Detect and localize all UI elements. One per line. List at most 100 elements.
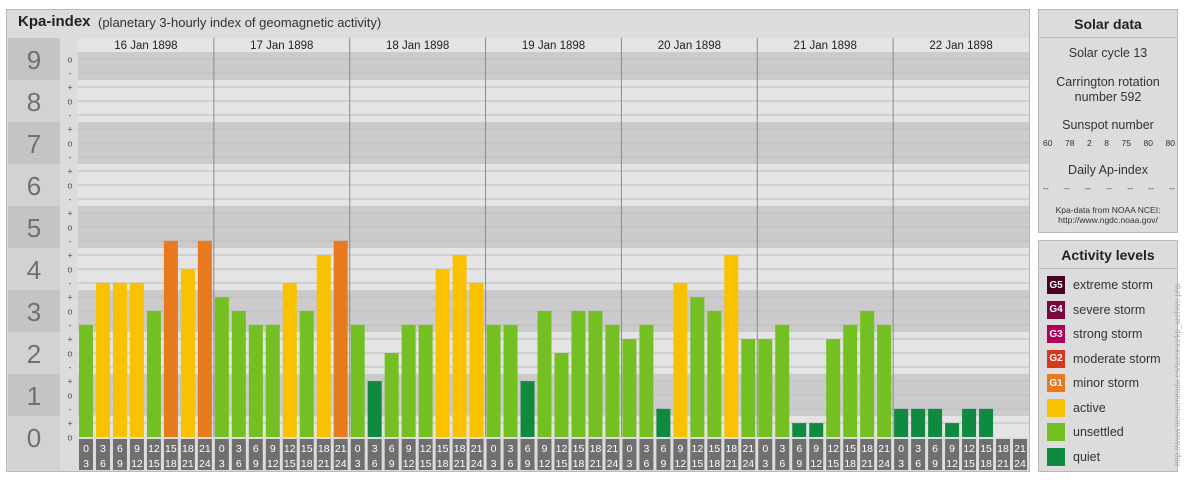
legend-swatch: G4 <box>1047 300 1065 319</box>
y-tick-label: 3 <box>27 297 41 327</box>
kp-bar <box>265 324 280 437</box>
interval-start-label: 12 <box>963 443 975 455</box>
interval-cell <box>843 439 858 470</box>
sub-tick-label: - <box>69 279 72 289</box>
interval-cell <box>792 439 807 470</box>
y-tick-label: 2 <box>27 339 41 369</box>
interval-end-label: 21 <box>318 458 330 470</box>
interval-cell <box>724 439 739 470</box>
solar-data-title: Solar data <box>1039 10 1177 38</box>
interval-cell <box>537 439 552 470</box>
y-axis-band <box>8 122 60 164</box>
y-tick-label: 0 <box>27 423 41 453</box>
interval-start-label: 6 <box>389 443 395 455</box>
interval-cell <box>95 439 110 470</box>
interval-start-label: 18 <box>725 443 737 455</box>
day-label: 20 Jan 1898 <box>658 40 721 52</box>
sub-tick-label: + <box>67 125 72 135</box>
interval-start-label: 21 <box>1014 443 1026 455</box>
interval-end-label: 9 <box>389 458 395 470</box>
interval-start-label: 21 <box>607 443 619 455</box>
interval-end-label: 24 <box>1014 458 1026 470</box>
y-tick-label: 9 <box>27 45 41 75</box>
interval-end-label: 6 <box>236 458 242 470</box>
sub-tick-label: + <box>67 209 72 219</box>
sunspot-value: 80 <box>1165 138 1175 148</box>
day-header-band <box>78 38 1029 52</box>
interval-start-label: 6 <box>660 443 666 455</box>
kp-bar <box>537 311 552 437</box>
ap-value: -- <box>1043 183 1049 193</box>
interval-start-label: 0 <box>219 443 225 455</box>
interval-end-label: 18 <box>844 458 856 470</box>
kp-bar <box>656 408 671 437</box>
y-axis-band <box>8 416 60 470</box>
interval-end-label: 15 <box>963 458 975 470</box>
interval-cell <box>486 439 501 470</box>
interval-end-label: 6 <box>372 458 378 470</box>
interval-cell <box>996 439 1011 470</box>
interval-cell <box>877 439 892 470</box>
sub-tick-label: - <box>69 237 72 247</box>
legend-label: moderate storm <box>1073 351 1161 366</box>
interval-end-label: 15 <box>827 458 839 470</box>
sub-tick-label: - <box>69 405 72 415</box>
kp-bar <box>469 282 484 437</box>
ap-title: Daily Ap-index <box>1068 163 1148 177</box>
legend-item: unsettled <box>1047 422 1124 442</box>
sub-tick-label: - <box>69 363 72 373</box>
interval-end-label: 9 <box>525 458 531 470</box>
ap-value: -- <box>1127 183 1133 193</box>
kp-bar <box>792 423 807 437</box>
interval-start-label: 12 <box>692 443 704 455</box>
ap-value: -- <box>1085 183 1091 193</box>
interval-cell <box>231 439 246 470</box>
interval-cell <box>418 439 433 470</box>
interval-end-label: 21 <box>725 458 737 470</box>
y-axis-band <box>8 374 60 416</box>
kp-bar <box>860 311 875 437</box>
kp-bar <box>928 408 943 437</box>
sub-tick-label: o <box>67 55 72 65</box>
interval-start-label: 3 <box>236 443 242 455</box>
y-tick-label: 6 <box>27 171 41 201</box>
sunspot-value: 60 <box>1043 138 1053 148</box>
kp-bar <box>775 324 790 437</box>
interval-start-label: 18 <box>182 443 194 455</box>
interval-end-label: 6 <box>100 458 106 470</box>
interval-cell <box>979 439 994 470</box>
interval-start-label: 9 <box>949 443 955 455</box>
y-axis-band <box>8 206 60 248</box>
interval-start-label: 6 <box>117 443 123 455</box>
sub-tick-label: o <box>67 391 72 401</box>
kp-bar <box>452 255 467 437</box>
interval-start-label: 15 <box>165 443 177 455</box>
interval-start-label: 21 <box>199 443 211 455</box>
carrington-line-2: number 592 <box>1074 90 1142 104</box>
y-axis-band <box>8 332 60 374</box>
interval-end-label: 12 <box>810 458 822 470</box>
interval-end-label: 24 <box>199 458 211 470</box>
legend-item: G4 severe storm <box>1047 300 1145 320</box>
day-label: 17 Jan 1898 <box>250 40 313 52</box>
sub-tick-label: - <box>69 69 72 79</box>
interval-start-label: 9 <box>406 443 412 455</box>
legend-item: G2 moderate storm <box>1047 349 1161 369</box>
interval-start-label: 3 <box>779 443 785 455</box>
subtick-column <box>60 38 78 470</box>
interval-start-label: 15 <box>573 443 585 455</box>
interval-end-label: 15 <box>148 458 160 470</box>
interval-cell <box>282 439 297 470</box>
sub-tick-label: o <box>67 139 72 149</box>
interval-cell <box>129 439 144 470</box>
interval-cell <box>741 439 756 470</box>
chart-subtitle: (planetary 3-hourly index of geomagnetic… <box>98 15 382 30</box>
legend-label: quiet <box>1073 449 1101 464</box>
kp-bar <box>741 339 756 437</box>
interval-cell <box>503 439 518 470</box>
interval-cell <box>316 439 331 470</box>
interval-start-label: 15 <box>437 443 449 455</box>
sunspot-title: Sunspot number <box>1062 118 1154 132</box>
kp-bar <box>248 324 263 437</box>
legend-swatch <box>1047 423 1065 441</box>
